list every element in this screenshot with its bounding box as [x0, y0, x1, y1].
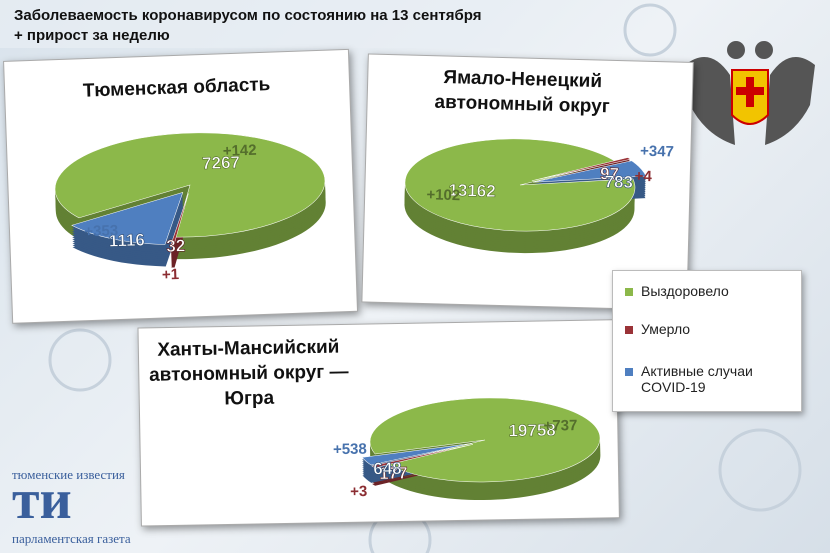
- chart-title: Ханты-Мансийский: [157, 337, 339, 361]
- header-bg: [0, 0, 500, 48]
- increase-label: +347: [640, 143, 674, 161]
- legend-swatch: [625, 288, 633, 296]
- legend-entry: Активные случаи COVID-19: [625, 363, 795, 395]
- virus-decor: [48, 3, 802, 553]
- pie-slice: [71, 191, 184, 245]
- pie-slice: [54, 132, 326, 238]
- value-label: 783: [604, 172, 633, 192]
- pie-slice: [369, 397, 601, 483]
- pie-slice: [531, 157, 632, 182]
- value-label: 1116: [109, 230, 146, 250]
- value-label: 97: [600, 164, 619, 183]
- value-label: 32: [166, 236, 186, 256]
- legend-label: Выздоровело: [641, 283, 729, 299]
- increase-label: +353: [84, 222, 118, 240]
- value-label: 7267: [202, 153, 240, 173]
- header-line: + прирост за неделю: [14, 27, 170, 44]
- value-label: 19758: [508, 421, 556, 441]
- pie-slice: [404, 138, 636, 232]
- chart-title: автономный округ: [434, 92, 610, 118]
- value-label: 13162: [448, 181, 496, 201]
- legend-label: Активные случаи COVID-19: [641, 363, 753, 395]
- chart-title: Югра: [224, 388, 274, 410]
- pie-slice: [533, 160, 647, 183]
- increase-label: +1: [162, 266, 180, 284]
- legend-swatch: [625, 326, 633, 334]
- increase-label: +4: [634, 168, 652, 185]
- legend-entry: Умерло: [625, 321, 795, 337]
- logo-text: парламентская газета: [12, 531, 131, 546]
- chart-title: автономный округ —: [149, 361, 349, 385]
- increase-label: +142: [223, 142, 257, 160]
- logo: тюменские известия ти парламентская газе…: [12, 467, 131, 546]
- value-label: 177: [379, 464, 408, 483]
- increase-label: +3: [350, 483, 367, 500]
- legend-label: Умерло: [641, 321, 691, 337]
- pie-slice: [170, 193, 189, 246]
- legend-swatch: [625, 368, 633, 376]
- value-label: 648: [373, 459, 402, 478]
- logo-text: тюменские известия: [12, 467, 125, 482]
- header-line: Заболеваемость коронавирусом по состояни…: [14, 7, 481, 24]
- increase-label: +538: [333, 441, 367, 459]
- increase-label: +737: [543, 417, 577, 435]
- logo-text: ти: [12, 469, 72, 531]
- pie-slice: [361, 443, 473, 466]
- legend-entry: Выздоровело: [625, 283, 795, 299]
- pie-slice: [371, 444, 473, 469]
- increase-label: +102: [426, 186, 460, 204]
- chart-title: Ямало-Ненецкий: [443, 67, 602, 92]
- emblem: [685, 41, 815, 145]
- legend: Выздоровело Умерло Активные случаи COVID-1…: [612, 270, 802, 412]
